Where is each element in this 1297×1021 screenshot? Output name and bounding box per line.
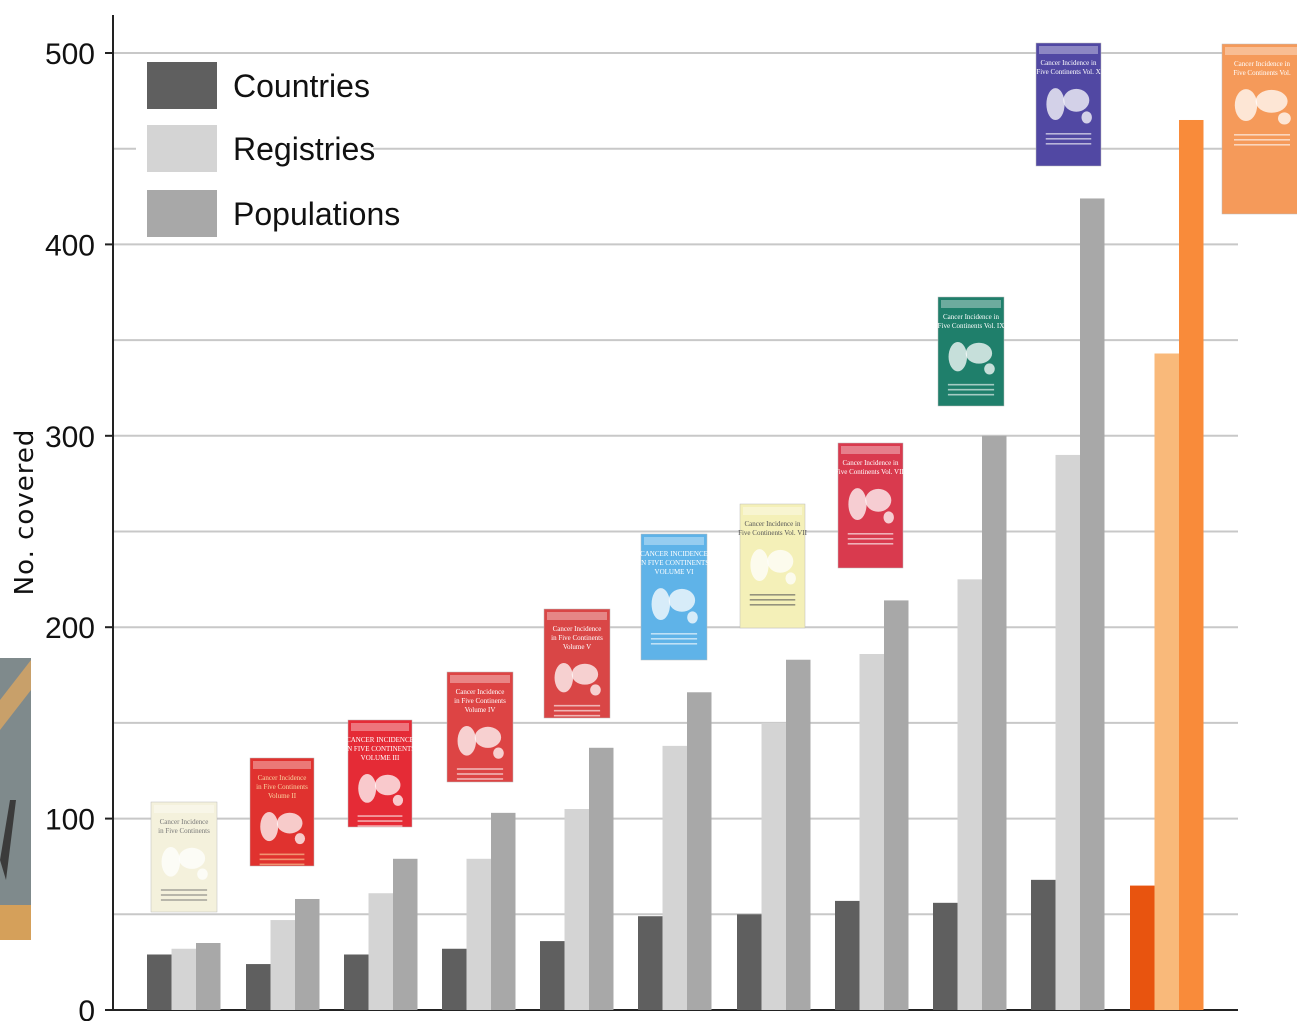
y-tick-label: 300 [45, 421, 95, 454]
bar-populations-6 [687, 692, 712, 1010]
bar-registries-11 [1154, 353, 1179, 1010]
y-tick-label: 200 [45, 612, 95, 645]
bar-registries-2 [270, 920, 295, 1010]
bar-countries-8 [835, 900, 860, 1010]
bar-populations-7 [786, 659, 811, 1010]
y-tick-label: 400 [45, 229, 95, 262]
bar-countries-3 [344, 954, 369, 1010]
y-tick-label: 100 [45, 804, 95, 837]
bar-registries-5 [564, 809, 589, 1010]
cover-title-line: in Five Continents [256, 783, 308, 791]
legend: Countries Registries Populations [136, 57, 400, 241]
bar-populations-4 [491, 812, 516, 1010]
cover-title-line: Cancer Incidence in [1041, 59, 1097, 67]
cover-title-line: IN FIVE CONTINENTS [345, 745, 415, 753]
bar-countries-5 [540, 941, 565, 1010]
cover-title-line: Cancer Incidence [553, 625, 602, 633]
cover-title-line: Cancer Incidence in [843, 459, 899, 467]
background-photo-fragment [0, 658, 31, 940]
cover-title-line: Five Continents Vol. X [1036, 68, 1100, 76]
bar-registries-3 [368, 893, 393, 1010]
bar-countries-1 [147, 954, 172, 1010]
cover-title-line: IN FIVE CONTINENTS [639, 559, 709, 567]
cover-title-line: Cancer Incidence in [745, 520, 801, 528]
y-tick-label: 0 [78, 995, 95, 1021]
bar-populations-3 [393, 858, 418, 1010]
bar-countries-9 [933, 902, 958, 1010]
bar-countries-7 [737, 914, 762, 1010]
cover-title-line: Five Continents Vol. VII [738, 529, 808, 537]
cover-title-line: Cancer Incidence [160, 818, 209, 826]
bar-countries-6 [638, 916, 663, 1010]
bar-countries-11 [1130, 885, 1155, 1010]
cover-title-line: Volume II [268, 792, 297, 800]
bar-populations-10 [1080, 198, 1105, 1011]
cover-title-line: Cancer Incidence in [943, 313, 999, 321]
cover-title-line: CANCER INCIDENCE [640, 550, 708, 558]
legend-label-registries: Registries [233, 131, 375, 167]
cover-title-line: Volume IV [465, 706, 496, 714]
bar-registries-7 [761, 722, 786, 1010]
cover-title-line: Volume V [563, 643, 591, 651]
y-axis-label: No. covered [10, 429, 40, 596]
cover-title-line: Five Continents Vol. [1233, 69, 1291, 77]
bar-countries-10 [1031, 879, 1056, 1010]
cover-title-line: Cancer Incidence [456, 688, 505, 696]
bar-registries-9 [957, 579, 982, 1010]
cover-title-line: VOLUME III [361, 754, 400, 762]
legend-label-countries: Countries [233, 68, 370, 104]
bar-countries-4 [442, 948, 467, 1010]
cover-title-line: Five Continents Vol. IX [938, 322, 1005, 330]
cover-title-line: in Five Continents [551, 634, 603, 642]
cover-title-line: CANCER INCIDENCE [346, 736, 414, 744]
legend-swatch-populations [147, 190, 217, 237]
y-tick-labels: 0 100 200 300 400 500 [45, 38, 113, 1021]
cover-title-line: Five Continents Vol. VIII [835, 468, 907, 476]
cover-title-line: VOLUME VI [655, 568, 695, 576]
bar-populations-5 [589, 747, 614, 1010]
bar-registries-6 [662, 745, 687, 1010]
bar-populations-9 [982, 435, 1007, 1010]
bars [147, 119, 1204, 1011]
cover-title-line: Cancer Incidence in [1234, 60, 1290, 68]
y-tick-label: 500 [45, 38, 95, 71]
bar-populations-11 [1179, 119, 1204, 1011]
bar-populations-1 [196, 943, 221, 1010]
legend-label-populations: Populations [233, 196, 400, 232]
cover-title-line: Cancer Incidence [258, 774, 307, 782]
bar-registries-1 [171, 948, 196, 1010]
legend-swatch-countries [147, 62, 217, 109]
legend-swatch-registries [147, 125, 217, 172]
bar-populations-2 [295, 898, 320, 1010]
bar-populations-8 [884, 600, 909, 1010]
cover-title-line: in Five Continents [158, 827, 210, 835]
cover-title-line: in Five Continents [454, 697, 506, 705]
bar-registries-4 [466, 858, 491, 1010]
bar-countries-2 [246, 964, 271, 1010]
bar-registries-10 [1055, 454, 1080, 1010]
bar-registries-8 [859, 653, 884, 1010]
